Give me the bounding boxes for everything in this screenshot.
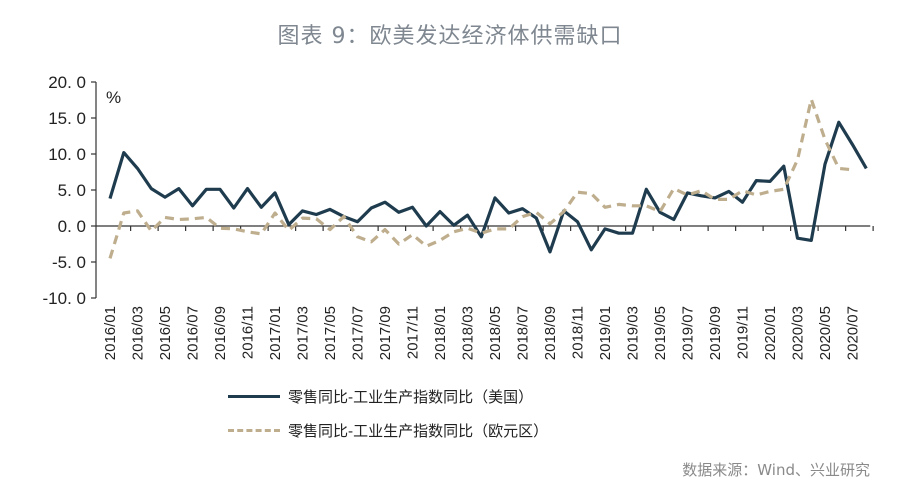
- x-tick-label: 2020/05: [817, 306, 834, 360]
- y-tick-label: 15. 0: [48, 109, 86, 128]
- x-tick-label: 2019/05: [652, 306, 669, 360]
- x-tick-label: 2018/11: [570, 306, 587, 359]
- x-tick-label: 2019/01: [597, 306, 614, 360]
- x-tick-label: 2018/05: [487, 306, 504, 360]
- x-tick-label: 2016/05: [157, 306, 174, 360]
- x-tick-label: 2017/01: [267, 306, 284, 360]
- x-tick-label: 2017/03: [295, 306, 312, 360]
- legend-label-eu: 零售同比-工业生产指数同比（欧元区）: [288, 422, 549, 440]
- x-tick-label: 2017/07: [350, 306, 367, 360]
- x-tick-label: 2020/01: [762, 306, 779, 360]
- y-tick-label: -10. 0: [43, 289, 86, 308]
- y-tick-label: -5. 0: [52, 253, 86, 272]
- y-axis-unit: %: [106, 88, 121, 107]
- legend-item-eu: 零售同比-工业生产指数同比（欧元区）: [228, 420, 548, 441]
- chart-title: 图表 9：欧美发达经济体供需缺口: [277, 24, 623, 49]
- legend-label-us: 零售同比-工业生产指数同比（美国）: [288, 388, 534, 406]
- x-tick-label: 2016/09: [212, 306, 229, 360]
- us-series-line: [108, 120, 868, 254]
- x-tick-label: 2018/09: [542, 306, 559, 360]
- legend-item-us: 零售同比-工业生产指数同比（美国）: [228, 386, 533, 407]
- x-tick-label: 2018/07: [515, 306, 532, 360]
- x-tick-label: 2019/03: [625, 306, 642, 360]
- x-tick-label: 2017/09: [377, 306, 394, 360]
- data-source-note: 数据来源：Wind、兴业研究: [682, 461, 870, 479]
- y-tick-label: 0. 0: [58, 217, 86, 236]
- x-tick-label: 2016/03: [130, 306, 147, 360]
- x-tick-label: 2016/11: [240, 306, 257, 359]
- x-tick-label: 2019/09: [707, 306, 724, 360]
- x-tick-label: 2020/07: [845, 306, 862, 360]
- solid-line-swatch-icon: [228, 395, 280, 398]
- x-tick-label: 2019/11: [735, 306, 752, 359]
- x-tick-label: 2018/03: [460, 306, 477, 360]
- x-tick-label: 2017/11: [405, 306, 422, 359]
- x-tick-label: 2017/05: [322, 306, 339, 360]
- x-tick-label: 2018/01: [432, 306, 449, 360]
- x-tick-label: 2016/01: [102, 306, 119, 360]
- y-tick-label: 20. 0: [48, 73, 86, 92]
- y-tick-label: 10. 0: [48, 145, 86, 164]
- y-tick-label: 5. 0: [58, 181, 86, 200]
- dashed-line-swatch-icon: [228, 429, 280, 432]
- x-tick-label: 2020/03: [790, 306, 807, 360]
- x-tick-label: 2019/07: [680, 306, 697, 360]
- x-tick-label: 2016/07: [185, 306, 202, 360]
